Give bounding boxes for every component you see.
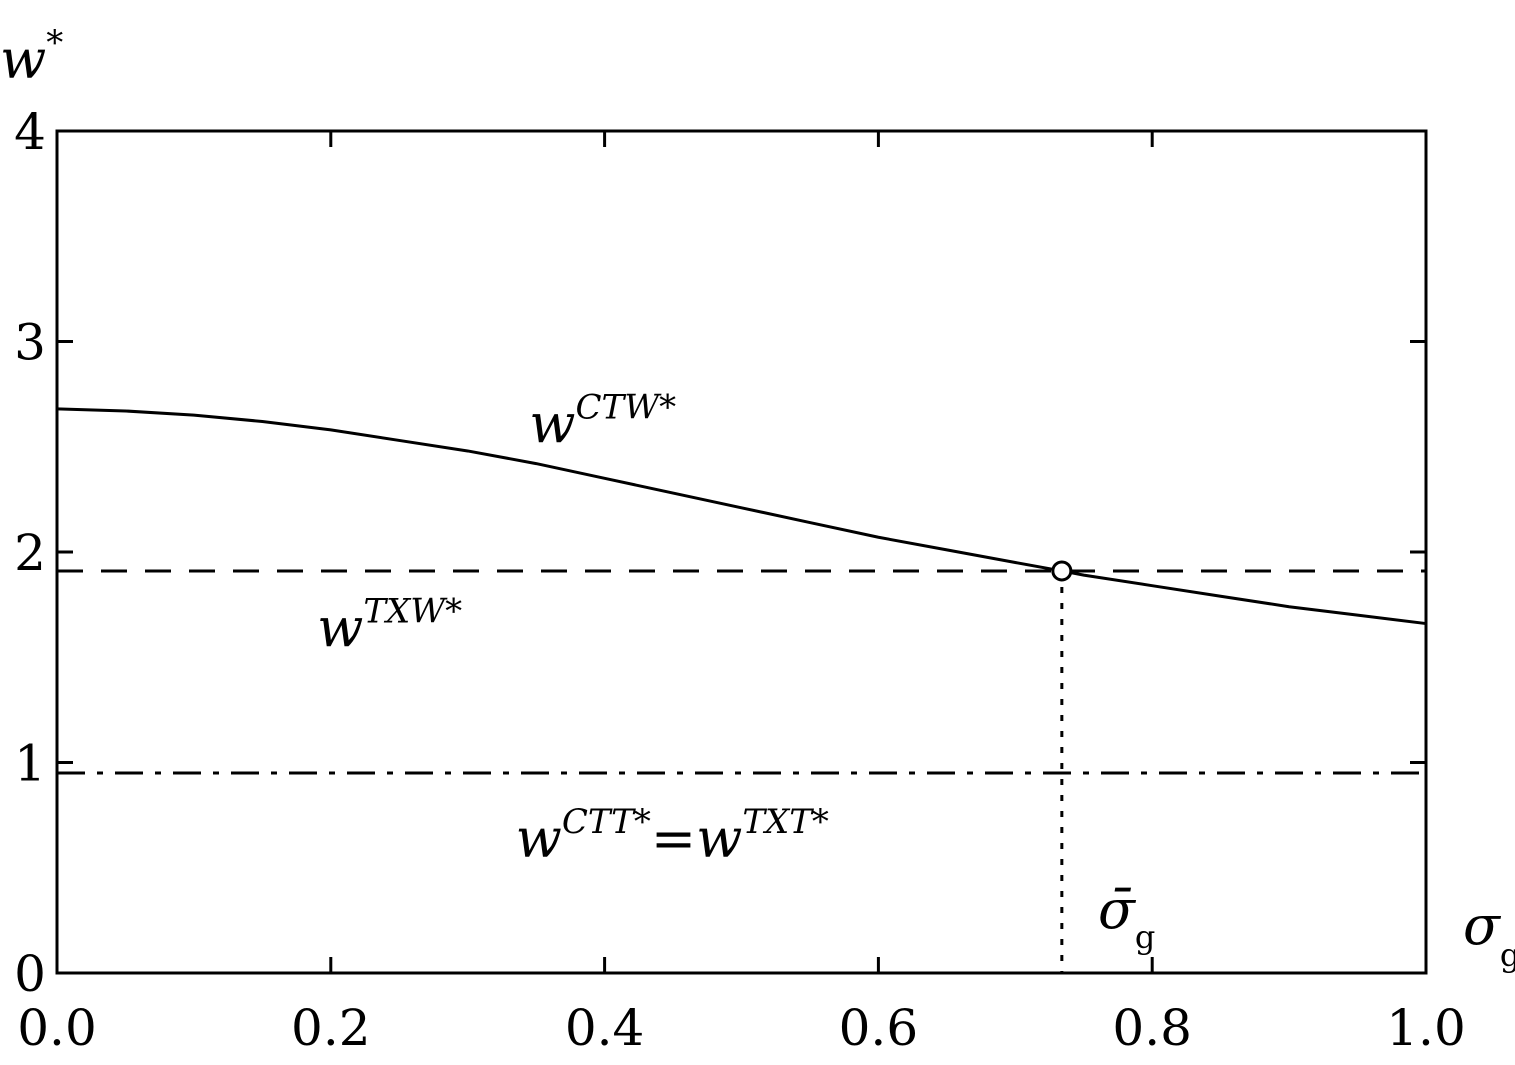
sigma-bar-label-base: σ̄ (1098, 878, 1137, 941)
y-tick-label: 0 (14, 945, 46, 1003)
annotations: wCTW*wTXW*wCTT*=wTXT* (317, 388, 829, 871)
x-tick-label: 0.8 (1112, 999, 1192, 1057)
sigma-bar-label: σ̄g (1098, 878, 1155, 956)
series-annotation: wCTT*=wTXT* (516, 802, 829, 870)
series-annotation: wTXW* (317, 592, 462, 660)
y-tick-label: 2 (14, 524, 46, 582)
x-tick-label: 0.4 (565, 999, 645, 1057)
x-tick-label: 0.2 (291, 999, 371, 1057)
annotation-sup: TXT* (742, 802, 829, 842)
y-axis-label-base: w (0, 28, 46, 91)
series-line-solid (56, 407, 1427, 626)
annotation-sup: CTW* (576, 388, 677, 428)
x-tick-label: 1.0 (1386, 999, 1466, 1057)
annotation-base: w (696, 807, 742, 870)
x-axis-label-base: σ (1463, 894, 1502, 957)
x-tick-label: 0.6 (839, 999, 919, 1057)
y-axis-label: w* (0, 23, 63, 91)
annotation-base: w (317, 597, 363, 660)
y-tick-label: 1 (14, 735, 46, 793)
x-tick-label: 0.0 (17, 999, 97, 1057)
sigma-bar-label-sub: g (1135, 918, 1155, 956)
y-tick-label: 4 (14, 103, 46, 161)
series-group (56, 407, 1427, 973)
y-tick-label: 3 (14, 314, 46, 372)
series-annotation: wCTW* (529, 388, 676, 456)
y-axis-label-sup: * (46, 23, 63, 63)
tick-labels: 0.0 0.2 0.4 0.6 0.8 1.0 0 1 2 3 4 (14, 103, 1466, 1057)
annotation-sup: TXW* (363, 592, 462, 632)
intersection-marker (1051, 560, 1073, 582)
axis-ticks (55, 129, 1428, 975)
x-axis-label: σg (1463, 894, 1515, 974)
annotation-eq: = (651, 807, 696, 870)
annotation-base: w (529, 393, 575, 456)
annotation-sup: CTT* (562, 802, 651, 842)
annotation-base: w (516, 807, 562, 870)
x-axis-label-sub: g (1500, 936, 1515, 974)
